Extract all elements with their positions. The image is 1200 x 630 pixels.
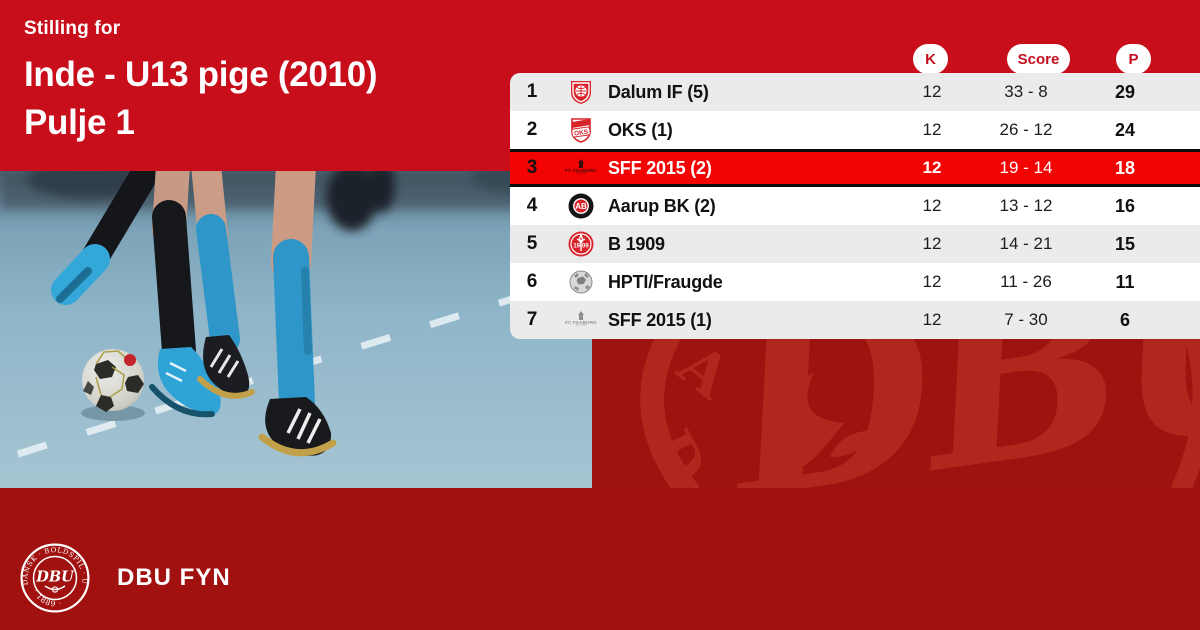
position: 3 bbox=[526, 157, 538, 178]
brand-name: DBU FYN bbox=[117, 564, 231, 591]
dalum-if-logo bbox=[554, 78, 608, 106]
futsal-photo bbox=[0, 171, 592, 488]
aarup-logo-text: AB bbox=[575, 202, 587, 211]
faaborg-logo-subtext: SFF 2015 bbox=[575, 172, 587, 175]
points: 24 bbox=[1114, 119, 1136, 140]
fc-faaborg-logo: FC FAABORG SFF 2015 bbox=[554, 310, 608, 328]
column-header-k: K bbox=[913, 44, 948, 74]
points: 16 bbox=[1114, 195, 1136, 216]
points: 11 bbox=[1115, 271, 1135, 292]
table-row: 6 HPTI/Fraugde 12 11 - 26 11 bbox=[510, 263, 1200, 301]
position: 1 bbox=[526, 81, 538, 102]
matches-played: 12 bbox=[922, 120, 942, 139]
team-name: B 1909 bbox=[608, 233, 665, 254]
table-row: 4 AB Aarup BK (2) 12 13 - 12 16 bbox=[510, 187, 1200, 225]
b1909-logo-text: 19-09 bbox=[573, 244, 589, 250]
matches-played: 12 bbox=[922, 272, 942, 291]
player-left-legs bbox=[51, 171, 221, 418]
hpti-fraugde-logo bbox=[554, 268, 608, 296]
matches-played: 12 bbox=[922, 234, 942, 253]
position: 2 bbox=[526, 119, 538, 140]
goal-score: 11 - 26 bbox=[1000, 272, 1052, 291]
player-right-legs bbox=[191, 171, 337, 457]
futsal-photo-graphic bbox=[0, 171, 592, 488]
table-row: 1 Dalum IF (5) 12 33 - 8 29 bbox=[510, 73, 1200, 111]
goal-score: 26 - 12 bbox=[999, 120, 1053, 139]
table-row-highlighted: 3 FC FAABORG SFF 2015 SFF 2015 (2) 12 19… bbox=[510, 149, 1200, 187]
faaborg-logo-text: FC FAABORG bbox=[565, 319, 597, 325]
oks-logo-text: OKS bbox=[574, 129, 590, 138]
title-block: Stilling for Inde - U13 pige (2010) Pulj… bbox=[24, 18, 378, 147]
table-row: 7 FC FAABORG SFF 2015 SFF 2015 (1) 12 7 … bbox=[510, 301, 1200, 339]
matches-played: 12 bbox=[922, 196, 942, 215]
goal-score: 19 - 14 bbox=[999, 158, 1053, 177]
column-header-score: Score bbox=[1007, 44, 1070, 74]
fc-faaborg-logo: FC FAABORG SFF 2015 bbox=[554, 158, 608, 176]
matches-played: 12 bbox=[922, 82, 942, 101]
dbu-watermark: A D DBU bbox=[592, 339, 1200, 488]
bottom-dark-red-background bbox=[0, 488, 1200, 630]
goal-score: 33 - 8 bbox=[1004, 82, 1048, 101]
position: 4 bbox=[526, 195, 538, 216]
dbu-seal-logo: DANSK · BOLDSPIL · UNION · 1889 · DBU bbox=[20, 543, 90, 613]
points: 29 bbox=[1114, 81, 1136, 102]
points: 18 bbox=[1114, 157, 1136, 178]
table-row: 2 OKS OKS (1) 12 26 - 12 24 bbox=[510, 111, 1200, 149]
standings-table: 1 Dalum IF (5) 12 33 - 8 29 2 bbox=[510, 73, 1200, 339]
seal-center-text: DBU bbox=[35, 569, 75, 586]
tower-icon bbox=[578, 310, 584, 320]
team-name: Dalum IF (5) bbox=[608, 81, 709, 102]
position: 6 bbox=[526, 271, 538, 292]
footer-brand: DANSK · BOLDSPIL · UNION · 1889 · DBU DB… bbox=[20, 543, 231, 613]
points: 6 bbox=[1119, 309, 1130, 330]
matches-played: 12 bbox=[922, 310, 942, 329]
position: 5 bbox=[526, 233, 538, 254]
goal-score: 13 - 12 bbox=[999, 196, 1053, 215]
pool-title: Pulje 1 bbox=[24, 103, 135, 142]
oks-logo: OKS bbox=[554, 116, 608, 144]
tower-icon bbox=[578, 158, 584, 168]
eyebrow-label: Stilling for bbox=[24, 18, 121, 39]
goal-score: 14 - 21 bbox=[999, 234, 1053, 253]
faaborg-logo-subtext: SFF 2015 bbox=[575, 324, 587, 327]
team-name: HPTI/Fraugde bbox=[608, 271, 723, 292]
position: 7 bbox=[526, 309, 538, 330]
team-name: SFF 2015 (2) bbox=[608, 157, 712, 178]
table-row: 5 19-09 B 1909 12 14 - 21 15 bbox=[510, 225, 1200, 263]
matches-played: 12 bbox=[922, 158, 942, 177]
football bbox=[81, 349, 145, 421]
team-name: OKS (1) bbox=[608, 119, 673, 140]
b1909-logo: 19-09 bbox=[554, 230, 608, 258]
goal-score: 7 - 30 bbox=[1004, 310, 1048, 329]
team-name: Aarup BK (2) bbox=[608, 195, 716, 216]
column-header-p: P bbox=[1116, 44, 1151, 74]
team-name: SFF 2015 (1) bbox=[608, 309, 712, 330]
page-title: Inde - U13 pige (2010) bbox=[24, 55, 378, 94]
dbu-watermark-graphic: A D DBU bbox=[636, 339, 1200, 488]
aarup-bk-logo: AB bbox=[554, 192, 608, 220]
faaborg-logo-text: FC FAABORG bbox=[565, 167, 597, 173]
points: 15 bbox=[1114, 233, 1136, 254]
